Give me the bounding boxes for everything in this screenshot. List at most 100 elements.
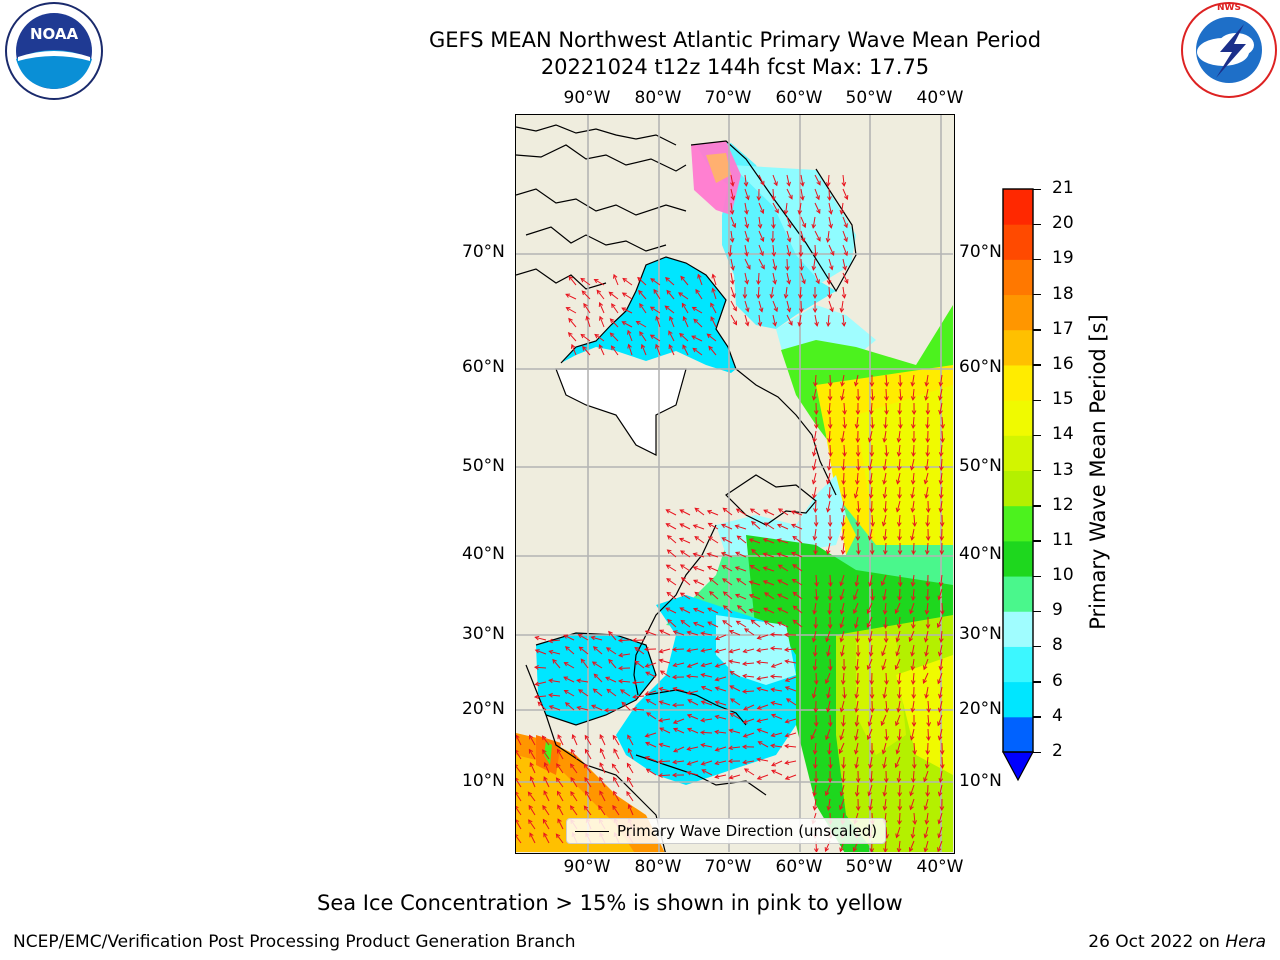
wave-arrow-shaft [572, 734, 578, 746]
wave-arrow-head [923, 847, 929, 852]
wave-arrow-shaft [827, 230, 830, 242]
colorbar-tick-mark [1033, 470, 1041, 472]
wave-arrow-head [854, 735, 859, 741]
wave-arrow-shaft [923, 770, 929, 782]
wave-arrow-head [868, 479, 874, 485]
wave-arrow-head [563, 689, 569, 695]
wave-arrow-head [665, 277, 670, 282]
wave-arrow-shaft [898, 616, 901, 628]
wave-arrow-shaft [665, 607, 677, 614]
lat-label-left-50n: 50°N [462, 456, 505, 476]
wave-arrow-shaft [899, 416, 901, 429]
wave-arrow-shaft [842, 286, 845, 298]
wave-arrow-shaft [687, 690, 699, 694]
wave-arrow-head [758, 307, 764, 313]
wave-arrow-head [529, 775, 535, 781]
wave-arrow-head [563, 662, 569, 667]
wave-arrow-shaft [600, 748, 606, 760]
wave-arrow-shaft [565, 702, 575, 711]
wave-arrow-shaft [939, 388, 943, 400]
wave-arrow-head [732, 306, 737, 312]
wave-arrow-head [612, 734, 618, 740]
wave-arrow-head [744, 321, 750, 327]
wave-arrow-head [756, 757, 762, 762]
wave-arrow-shaft [842, 244, 848, 256]
colorbar-tick-mark [1033, 434, 1041, 437]
wave-arrow-shaft [814, 658, 817, 670]
wave-arrow-shaft [927, 742, 929, 755]
wave-arrow-head [882, 610, 888, 615]
wave-arrow-shaft [612, 805, 620, 816]
wave-arrow-head [909, 735, 915, 741]
wave-arrow-head [828, 223, 833, 229]
wave-arrow-shaft [786, 314, 793, 326]
wave-arrow-shaft [814, 202, 821, 214]
wave-arrow-shaft [622, 321, 633, 328]
wave-arrow-head [784, 718, 790, 724]
wave-arrow-head [666, 535, 672, 540]
wave-arrow-head [854, 480, 860, 486]
wave-arrow-head [770, 663, 776, 668]
wave-arrow-head [856, 550, 861, 556]
wave-arrow-shaft [751, 549, 761, 558]
wave-arrow-shaft [535, 649, 547, 655]
wave-arrow-shaft [591, 704, 603, 711]
wave-arrow-head [925, 792, 931, 798]
wave-arrow-shaft [939, 770, 943, 782]
wave-arrow-head [824, 847, 830, 852]
wave-arrow-shaft [870, 402, 873, 415]
wave-arrow-head [938, 494, 944, 500]
wave-arrow-shaft [777, 621, 789, 628]
wave-arrow-head [543, 776, 548, 782]
wave-arrow-shaft [857, 458, 859, 471]
wave-arrow-head [869, 694, 875, 700]
wave-arrow-shaft [869, 756, 873, 768]
wave-arrow-head [868, 652, 874, 657]
wave-arrow-shaft [885, 700, 888, 713]
nws-logo: NWS [1181, 2, 1277, 98]
wave-arrow-shaft [814, 742, 817, 754]
wave-arrow-head [855, 396, 861, 402]
wave-arrow-head [894, 665, 900, 671]
wave-arrow-shaft [757, 687, 769, 692]
wave-arrow-head [786, 307, 792, 313]
wave-arrow-head [870, 396, 875, 402]
wave-arrow-head [939, 522, 945, 528]
wave-arrow-head [825, 637, 830, 643]
wave-arrow-shaft [679, 607, 691, 614]
wave-arrow-shaft [613, 791, 620, 802]
wave-arrow-shaft [730, 671, 741, 678]
wave-arrow-shaft [757, 286, 760, 299]
wave-arrow-shaft [729, 774, 741, 779]
wave-arrow-head [658, 658, 664, 664]
wave-arrow-head [557, 804, 562, 810]
legend-line-swatch [575, 830, 609, 832]
wave-arrow-shaft [715, 648, 727, 653]
wave-arrow-head [598, 301, 604, 307]
wave-arrow-shaft [813, 602, 817, 614]
wave-arrow-shaft [813, 388, 817, 400]
colorbar-tick-mark [1033, 610, 1041, 613]
wave-arrow-head [814, 321, 819, 327]
wave-arrow-shaft [680, 620, 691, 628]
wave-arrow-shaft [898, 686, 901, 699]
wave-arrow-head [706, 552, 712, 557]
wave-arrow-shaft [626, 791, 634, 802]
wave-arrow-head [896, 778, 902, 783]
wave-arrow-shaft [542, 819, 550, 830]
wave-arrow-shaft [605, 676, 617, 683]
wave-arrow-shaft [855, 700, 859, 712]
wave-arrow-shaft [593, 688, 603, 697]
wave-arrow-head [693, 318, 699, 324]
wave-arrow-head [792, 619, 798, 625]
wave-arrow-shaft [800, 258, 803, 271]
wave-arrow-head [534, 635, 540, 641]
wave-arrow-head [734, 593, 740, 599]
wave-arrow-shaft [667, 619, 677, 628]
wave-arrow-head [800, 237, 806, 243]
wave-arrow-shaft [927, 514, 929, 527]
wave-arrow-head [881, 521, 887, 527]
wave-arrow-shaft [786, 258, 788, 271]
wave-arrow-head [760, 180, 765, 186]
wave-arrow-shaft [764, 592, 775, 600]
